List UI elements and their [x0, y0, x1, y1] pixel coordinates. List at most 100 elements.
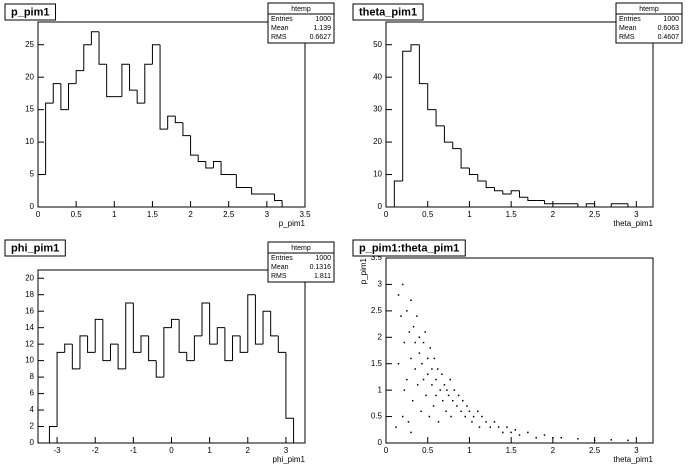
point [468, 410, 471, 413]
histogram-bin [460, 148, 470, 169]
x-tick-label: 2 [188, 210, 193, 219]
point [450, 415, 452, 418]
point [424, 331, 426, 333]
histogram-bin [163, 327, 172, 378]
histogram-bin [224, 327, 233, 362]
y-tick-label: 25 [25, 40, 34, 49]
point [552, 436, 554, 439]
x-tick-label: 1.5 [506, 210, 518, 219]
point [406, 310, 408, 312]
stats-name: htemp [291, 6, 311, 13]
point [497, 426, 500, 428]
x-tick-label: 2.5 [223, 210, 235, 219]
x-axis-label: phi_pim1 [273, 455, 306, 464]
point [527, 431, 529, 434]
histogram-bin [247, 294, 256, 353]
point [441, 399, 444, 402]
point [416, 315, 418, 317]
histogram-bin [140, 335, 149, 353]
histogram-bin [167, 115, 176, 130]
histogram-bin [281, 200, 290, 208]
point [410, 431, 412, 434]
title-box [352, 3, 424, 21]
x-tick-label: 2.5 [589, 446, 601, 455]
point [560, 436, 562, 439]
histogram-bin [235, 174, 244, 189]
title-box [4, 239, 66, 257]
x-axis-label: theta_pim1 [613, 219, 653, 228]
histogram-bin [544, 200, 553, 205]
histogram-bin [239, 335, 248, 353]
histogram-bin [125, 302, 134, 369]
stats-value: 1.139 [313, 25, 331, 32]
x-tick-label: 0.5 [422, 446, 434, 455]
point [464, 415, 467, 418]
histogram-bin [182, 122, 191, 137]
point [422, 378, 425, 381]
histogram-bin [427, 83, 437, 111]
histogram-bin [171, 318, 180, 328]
stats-box [267, 2, 335, 44]
stats-value: 1.811 [314, 273, 331, 280]
y-tick-label: 16 [25, 306, 34, 315]
pad: 0 0.5 1 1.5 2 2.5 301020304050theta_pim1theta_… [352, 2, 683, 228]
frame [37, 21, 306, 208]
point [426, 357, 429, 360]
point [435, 378, 437, 381]
stats-label: Entries [271, 16, 293, 23]
histogram-bin [121, 63, 130, 97]
histogram-bin [90, 31, 100, 45]
stats-label: Mean [271, 264, 289, 271]
point [485, 421, 487, 423]
point [420, 410, 422, 413]
point [418, 352, 421, 354]
x-tick-label: 0 [384, 210, 389, 219]
frame [385, 257, 654, 444]
x-tick-label: 0 [384, 446, 389, 455]
x-tick-label: 2 [246, 446, 251, 455]
point [456, 405, 458, 407]
histogram-bin [193, 335, 203, 361]
histogram-bin [37, 174, 46, 207]
x-tick-label: 1.5 [506, 446, 518, 455]
x-tick-label: 0 [36, 210, 41, 219]
point [471, 421, 473, 423]
point [403, 389, 406, 391]
histogram-bin [186, 352, 195, 362]
point [443, 384, 446, 386]
y-tick-label: 10 [25, 356, 34, 365]
stats-label: RMS [619, 34, 635, 41]
histogram-bin [285, 352, 295, 443]
point [406, 378, 408, 381]
y-tick-label: 3.5 [371, 253, 383, 262]
histogram-bin [151, 44, 161, 65]
histogram-bin [519, 190, 528, 198]
histogram-bin [98, 31, 107, 65]
histogram-bin [594, 203, 603, 208]
histogram-bin [144, 63, 153, 104]
y-tick-label: 20 [25, 72, 34, 81]
histogram-bin [136, 90, 145, 104]
histogram-bin [102, 319, 111, 362]
stats-name: htemp [291, 245, 311, 252]
y-tick-label: 0 [30, 202, 35, 211]
x-tick-label: 2 [551, 446, 556, 455]
title-box [352, 239, 466, 257]
point [466, 405, 468, 407]
histogram-bin [273, 194, 283, 202]
y-tick-label: 8 [30, 372, 35, 381]
y-tick-label: 12 [25, 339, 34, 348]
histogram-bin [251, 187, 260, 195]
point [431, 384, 433, 386]
point [460, 410, 462, 413]
histogram-bin [79, 335, 88, 369]
histogram-bin [94, 318, 103, 353]
point [462, 399, 464, 402]
histogram-bin [220, 161, 229, 176]
y-tick-label: 0 [30, 438, 35, 447]
point [437, 421, 440, 423]
point [439, 389, 441, 391]
y-tick-label: 2 [378, 332, 383, 341]
y-tick-label: 15 [25, 105, 34, 114]
point [506, 426, 508, 428]
